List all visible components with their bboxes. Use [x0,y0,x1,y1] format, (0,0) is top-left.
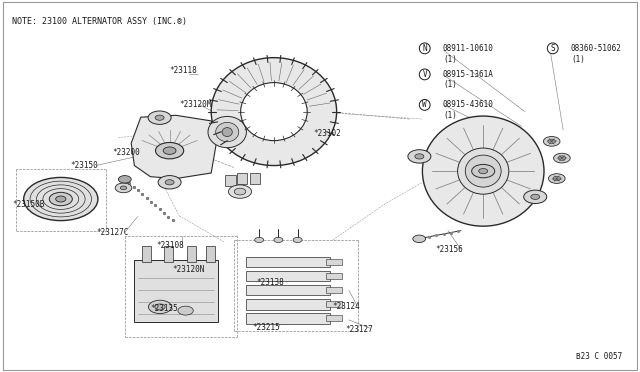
Circle shape [415,154,424,159]
Text: *23200: *23200 [112,148,140,157]
Text: 08360-51062: 08360-51062 [571,44,621,53]
Text: 08915-43610: 08915-43610 [443,100,493,109]
Bar [142,246,151,262]
Ellipse shape [458,148,509,194]
Ellipse shape [241,83,307,141]
Bar [246,285,330,295]
Text: *23150: *23150 [70,161,98,170]
Bar [246,299,330,310]
Bar [326,287,342,293]
Text: (1): (1) [571,55,585,64]
Ellipse shape [524,190,547,203]
Circle shape [163,147,176,154]
Circle shape [56,196,66,202]
Bar [250,173,260,184]
Circle shape [548,139,556,144]
Circle shape [293,237,302,243]
Text: Β23 C 0057: Β23 C 0057 [576,352,622,361]
Circle shape [548,174,565,183]
Text: *23120M: *23120M [179,100,212,109]
Ellipse shape [208,116,246,148]
Bar [187,246,196,262]
Circle shape [178,306,193,315]
Ellipse shape [422,116,544,226]
Bar [326,301,342,307]
Circle shape [255,237,264,243]
Circle shape [24,177,98,221]
Text: *23150B: *23150B [13,200,45,209]
Circle shape [115,183,132,193]
Text: NOTE: 23100 ALTERNATOR ASSY (INC.®): NOTE: 23100 ALTERNATOR ASSY (INC.®) [12,17,186,26]
Circle shape [543,137,560,146]
Text: *23156: *23156 [435,245,463,254]
Ellipse shape [216,122,239,142]
Polygon shape [131,115,218,179]
Text: *23127C: *23127C [96,228,129,237]
Circle shape [155,304,165,310]
Circle shape [234,188,246,195]
Ellipse shape [465,155,501,187]
Text: 08915-1361A: 08915-1361A [443,70,493,79]
Circle shape [148,300,172,314]
Circle shape [531,194,540,199]
Bar [206,246,215,262]
Circle shape [413,235,426,243]
Text: N: N [422,44,427,53]
Circle shape [554,153,570,163]
Text: *23108: *23108 [157,241,184,250]
Ellipse shape [211,58,337,166]
Text: *23127: *23127 [346,325,373,334]
Circle shape [49,192,72,206]
Circle shape [472,164,495,178]
Text: *23102: *23102 [314,129,341,138]
Bar [134,260,218,322]
Bar [237,173,247,184]
Text: V: V [422,70,427,79]
Bar [225,175,236,186]
Circle shape [156,142,184,159]
Text: S: S [550,44,555,53]
Text: 08911-10610: 08911-10610 [443,44,493,53]
Circle shape [165,180,174,185]
Text: (1): (1) [443,111,457,120]
Ellipse shape [148,111,171,124]
Text: *23124: *23124 [333,302,360,311]
Bar [246,271,330,281]
Text: *23135: *23135 [150,304,178,313]
Circle shape [274,237,283,243]
Bar [326,273,342,279]
Bar [246,257,330,267]
Text: *23120N: *23120N [173,265,205,274]
Circle shape [479,169,488,174]
Circle shape [553,176,561,181]
Text: (1): (1) [443,80,457,89]
Text: (1): (1) [443,55,457,64]
Text: *23118: *23118 [170,66,197,75]
Text: *23138: *23138 [256,278,284,287]
Bar [246,313,330,324]
Ellipse shape [408,150,431,163]
Bar [326,315,342,321]
Circle shape [558,156,566,160]
Ellipse shape [222,128,232,137]
Text: W: W [422,100,427,109]
Circle shape [155,115,164,120]
Ellipse shape [158,176,181,189]
Bar [164,246,173,262]
Bar [326,259,342,265]
Text: *23215: *23215 [253,323,280,332]
Circle shape [120,186,127,190]
Circle shape [118,176,131,183]
Circle shape [228,185,252,198]
